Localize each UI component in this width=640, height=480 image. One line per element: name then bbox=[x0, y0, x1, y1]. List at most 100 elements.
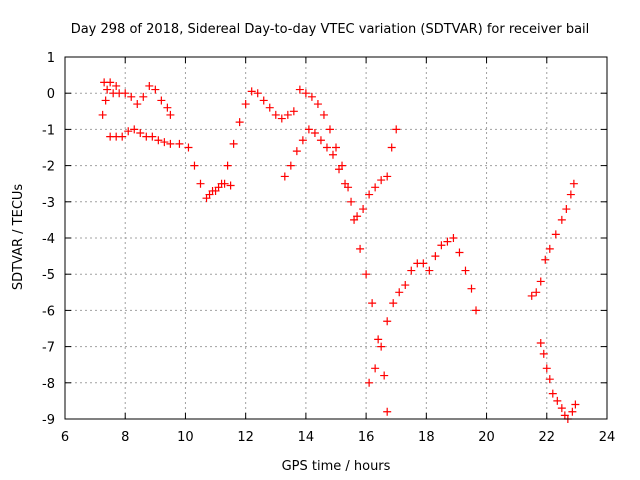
data-point bbox=[127, 92, 136, 101]
data-point bbox=[341, 179, 350, 188]
data-point bbox=[229, 139, 238, 148]
data-point bbox=[566, 190, 575, 199]
x-tick-label: 6 bbox=[61, 430, 69, 445]
data-point bbox=[395, 288, 404, 297]
data-point bbox=[166, 110, 175, 119]
data-point bbox=[325, 125, 334, 134]
y-tick-label: -8 bbox=[42, 377, 55, 392]
data-point bbox=[265, 103, 274, 112]
data-point bbox=[383, 407, 392, 416]
data-point bbox=[310, 129, 319, 138]
data-point bbox=[437, 241, 446, 250]
data-point bbox=[371, 364, 380, 373]
data-point bbox=[532, 288, 541, 297]
data-point bbox=[98, 110, 107, 119]
data-point bbox=[365, 378, 374, 387]
data-point bbox=[472, 306, 481, 315]
data-point bbox=[283, 110, 292, 119]
y-tick-label: -5 bbox=[42, 268, 55, 283]
series-1 bbox=[98, 78, 175, 119]
x-tick-label: 8 bbox=[121, 430, 129, 445]
data-point bbox=[151, 85, 160, 94]
data-point bbox=[124, 127, 133, 136]
y-tick-label: -7 bbox=[42, 341, 55, 356]
x-tick-label: 18 bbox=[418, 430, 435, 445]
data-point bbox=[353, 212, 362, 221]
data-point bbox=[562, 205, 571, 214]
data-point bbox=[557, 215, 566, 224]
data-point bbox=[383, 172, 392, 181]
data-point bbox=[313, 100, 322, 109]
data-point bbox=[295, 85, 304, 94]
data-point bbox=[419, 259, 428, 268]
data-point bbox=[356, 244, 365, 253]
data-point bbox=[383, 317, 392, 326]
series-7 bbox=[536, 338, 580, 423]
data-point bbox=[392, 125, 401, 134]
data-point bbox=[380, 371, 389, 380]
data-point bbox=[280, 172, 289, 181]
data-point bbox=[571, 400, 580, 409]
data-point bbox=[377, 342, 386, 351]
data-point bbox=[553, 396, 562, 405]
data-point bbox=[190, 161, 199, 170]
x-tick-label: 16 bbox=[358, 430, 375, 445]
data-point bbox=[322, 143, 331, 152]
series-6 bbox=[527, 179, 578, 300]
y-tick-label: -1 bbox=[42, 123, 55, 138]
y-tick-label: 0 bbox=[47, 87, 55, 102]
y-tick-label: -2 bbox=[42, 160, 55, 175]
data-point bbox=[545, 244, 554, 253]
x-tick-label: 12 bbox=[237, 430, 254, 445]
series-2 bbox=[106, 125, 235, 203]
data-point bbox=[247, 87, 256, 96]
data-point bbox=[545, 375, 554, 384]
data-point bbox=[196, 179, 205, 188]
x-tick-label: 22 bbox=[539, 430, 556, 445]
data-point bbox=[431, 252, 440, 261]
data-point bbox=[443, 237, 452, 246]
data-point bbox=[541, 255, 550, 264]
data-point bbox=[121, 89, 130, 98]
data-point bbox=[253, 89, 262, 98]
x-tick-label: 14 bbox=[298, 430, 315, 445]
data-point bbox=[425, 266, 434, 275]
data-point bbox=[298, 136, 307, 145]
data-point bbox=[365, 190, 374, 199]
data-point bbox=[136, 129, 145, 138]
data-point bbox=[569, 179, 578, 188]
data-point bbox=[148, 132, 157, 141]
data-point bbox=[103, 85, 112, 94]
data-point bbox=[154, 136, 163, 145]
data-point bbox=[259, 96, 268, 105]
data-point bbox=[106, 78, 115, 87]
data-point bbox=[205, 190, 214, 199]
data-point bbox=[118, 132, 127, 141]
data-point bbox=[557, 404, 566, 413]
data-point bbox=[166, 139, 175, 148]
data-point bbox=[130, 125, 139, 134]
data-point bbox=[277, 114, 286, 123]
data-marks bbox=[98, 78, 580, 423]
data-point bbox=[536, 338, 545, 347]
data-point bbox=[112, 81, 121, 90]
data-point bbox=[145, 81, 154, 90]
data-point bbox=[217, 179, 226, 188]
y-tick-label: -3 bbox=[42, 196, 55, 211]
data-point bbox=[301, 89, 310, 98]
chart-title: Day 298 of 2018, Sidereal Day-to-day VTE… bbox=[71, 22, 590, 37]
data-point bbox=[377, 176, 386, 185]
data-point bbox=[319, 110, 328, 119]
data-point bbox=[527, 291, 536, 300]
data-point bbox=[362, 270, 371, 279]
data-point bbox=[184, 143, 193, 152]
data-point bbox=[548, 389, 557, 398]
x-tick-label: 24 bbox=[599, 430, 616, 445]
plot-frame bbox=[64, 56, 608, 420]
x-axis-label: GPS time / hours bbox=[282, 459, 391, 474]
data-point bbox=[328, 150, 337, 159]
data-point bbox=[335, 165, 344, 174]
data-point bbox=[226, 181, 235, 190]
data-point bbox=[289, 107, 298, 116]
